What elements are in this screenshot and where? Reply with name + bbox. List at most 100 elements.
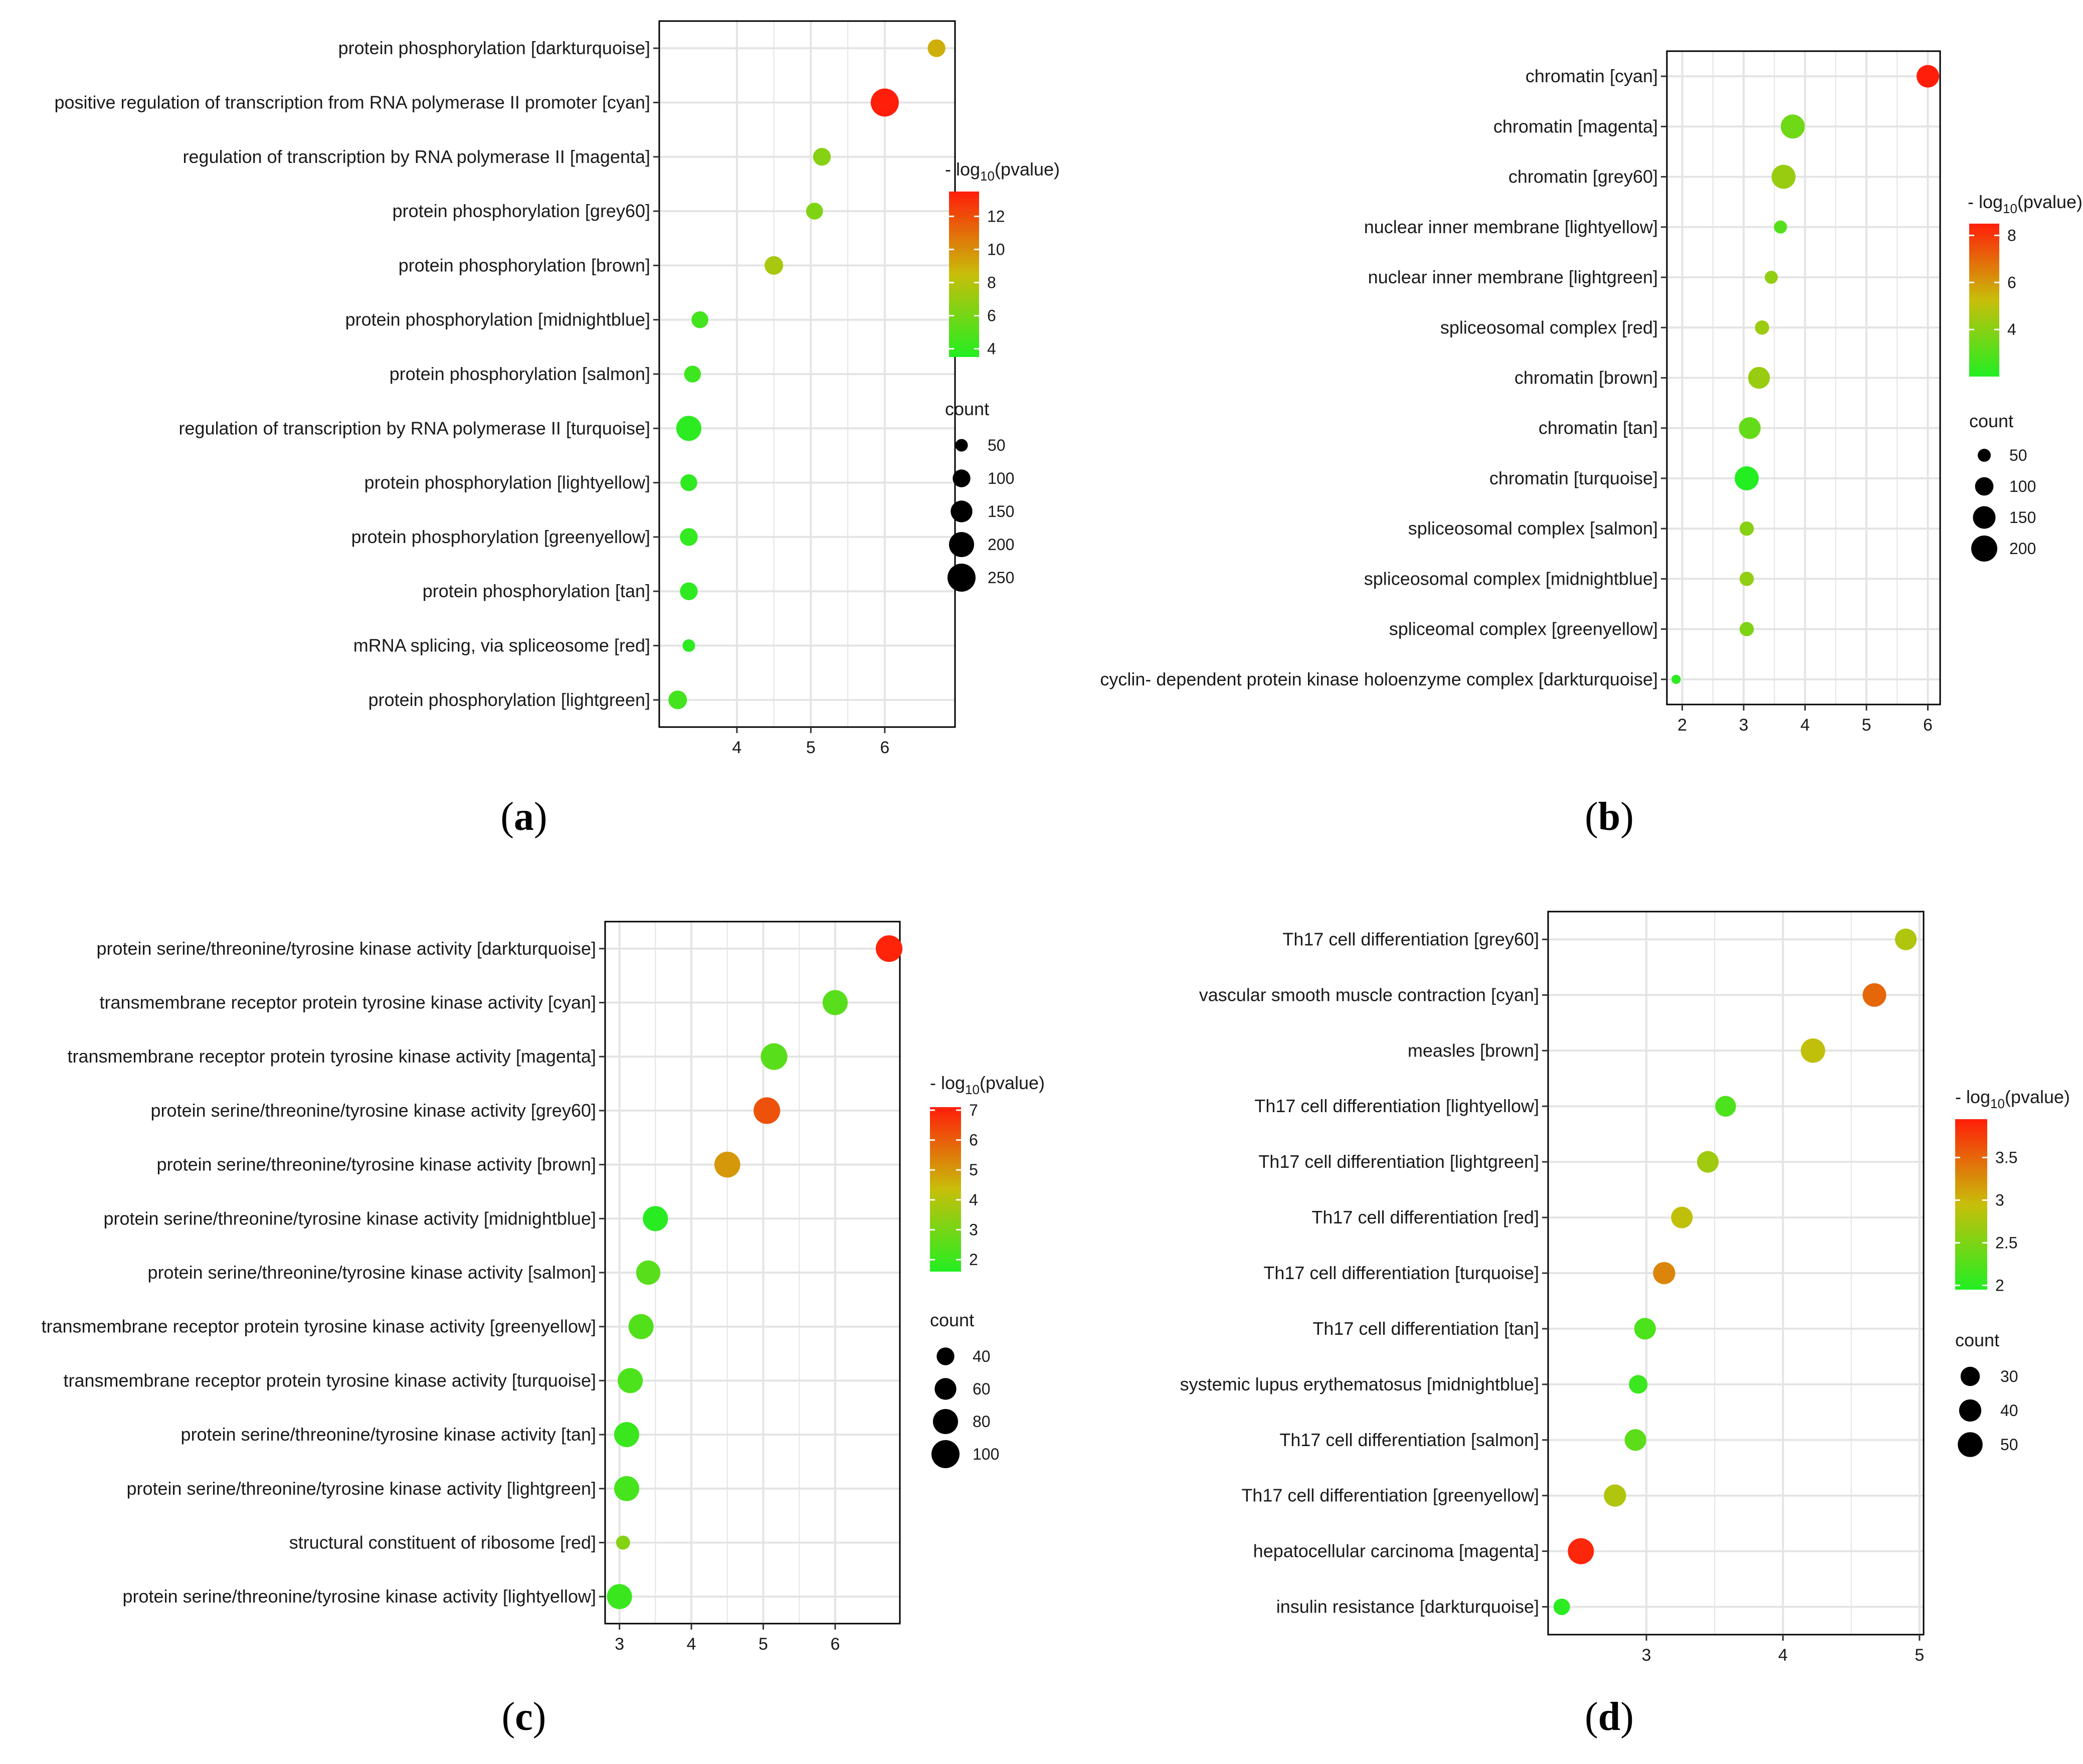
data-point (1634, 1318, 1656, 1340)
data-point (668, 690, 687, 710)
y-tick-label: nuclear inner membrane [lightgreen] (1368, 267, 1658, 287)
data-point (614, 1476, 640, 1501)
size-legend-label: 60 (973, 1380, 991, 1398)
color-bar (949, 192, 979, 357)
y-tick-label: structural constituent of ribosome [red] (289, 1532, 596, 1552)
size-legend-title: count (1969, 411, 2013, 431)
data-point (1755, 320, 1770, 335)
data-point (1895, 928, 1917, 951)
data-point (813, 148, 831, 166)
x-tick-label: 5 (1862, 716, 1871, 735)
color-legend-tick-label: 3 (969, 1221, 978, 1239)
size-legend-label: 50 (988, 436, 1006, 454)
y-tick-label: positive regulation of transcription fro… (54, 92, 650, 112)
color-legend-tick-label: 4 (2007, 320, 2016, 338)
color-legend-tick-label: 8 (987, 274, 996, 292)
data-point (1748, 367, 1770, 389)
color-bar (1955, 1119, 1987, 1290)
x-tick-label: 2 (1677, 716, 1687, 735)
x-tick-label: 4 (1778, 1646, 1788, 1665)
panel-d: Th17 cell differentiation [grey60] vascul… (1180, 911, 2070, 1739)
x-tick-label: 6 (830, 1635, 840, 1654)
x-tick-label: 6 (880, 738, 889, 757)
panel-label: (d) (1585, 1695, 1634, 1739)
y-tick-label: Th17 cell differentiation [grey60] (1282, 929, 1539, 949)
y-tick-label: mRNA splicing, via spliceosome [red] (353, 635, 650, 656)
y-tick-label: cyclin- dependent protein kinase holoenz… (1100, 669, 1658, 689)
data-point (1671, 1206, 1693, 1228)
data-point (1624, 1429, 1646, 1451)
size-legend-label: 30 (2000, 1367, 2018, 1385)
size-legend-title: count (930, 1310, 974, 1330)
data-point (682, 639, 695, 652)
x-tick-label: 6 (1923, 716, 1933, 735)
y-tick-label: chromatin [turquoise] (1489, 468, 1658, 488)
y-tick-label: Th17 cell differentiation [turquoise] (1263, 1263, 1539, 1283)
y-tick-label: spliceomal complex [greenyellow] (1389, 619, 1658, 639)
size-legend-dot (1959, 1399, 1982, 1422)
y-tick-label: transmembrane receptor protein tyrosine … (100, 992, 596, 1013)
y-tick-label: Th17 cell differentiation [tan] (1312, 1318, 1539, 1339)
color-legend-tick-label: 4 (987, 340, 996, 358)
y-tick-label: protein phosphorylation [midnightblue] (345, 309, 650, 330)
data-point (927, 39, 945, 57)
data-point (607, 1584, 632, 1610)
data-point (676, 416, 702, 441)
size-legend-label: 80 (973, 1413, 991, 1431)
y-tick-label: insulin resistance [darkturquoise] (1276, 1597, 1539, 1617)
size-legend-label: 200 (2009, 540, 2036, 558)
y-tick-label: transmembrane receptor protein tyrosine … (64, 1370, 597, 1390)
data-point (1671, 674, 1681, 684)
size-legend-title: count (1955, 1330, 1999, 1350)
size-legend-dot (1978, 449, 1991, 462)
data-point (1739, 521, 1754, 536)
panel-a: protein phosphorylation [darkturquoise] p… (54, 20, 1060, 839)
y-tick-label: protein serine/threonine/tyrosine kinase… (151, 1100, 596, 1121)
data-point (691, 311, 708, 328)
y-tick-label: chromatin [cyan] (1526, 66, 1658, 86)
data-point (1771, 164, 1796, 189)
size-legend-dot (955, 439, 968, 452)
grid (605, 922, 900, 1624)
data-point (1765, 271, 1778, 284)
data-point (1568, 1538, 1594, 1564)
y-tick-label: nuclear inner membrane [lightyellow] (1364, 217, 1658, 237)
y-tick-label: spliceosomal complex [midnightblue] (1364, 568, 1658, 589)
data-point (680, 528, 698, 546)
size-legend-label: 200 (988, 536, 1014, 554)
y-tick-label: protein phosphorylation [tan] (423, 581, 650, 601)
data-point (875, 935, 903, 962)
y-tick-label: protein phosphorylation [lightgreen] (368, 689, 650, 710)
color-legend-tick-label: 7 (969, 1101, 978, 1119)
panel-b: chromatin [cyan] chromatin [magenta] chrom… (1100, 50, 2082, 839)
y-tick-label: Th17 cell differentiation [lightyellow] (1254, 1096, 1539, 1116)
y-tick-label: protein phosphorylation [brown] (399, 255, 650, 275)
y-tick-label: systemic lupus erythematosus [midnightbl… (1180, 1374, 1539, 1394)
size-legend-dot (931, 1440, 960, 1468)
y-tick-label: protein serine/threonine/tyrosine kinase… (181, 1424, 596, 1445)
size-legend-dot (948, 564, 976, 592)
data-point (1862, 983, 1886, 1007)
color-legend-tick-label: 6 (2007, 273, 2016, 291)
data-point (1629, 1375, 1648, 1394)
data-point (765, 256, 784, 275)
y-tick-label: protein phosphorylation [darkturquoise] (338, 38, 650, 58)
y-tick-label: transmembrane receptor protein tyrosine … (41, 1316, 596, 1337)
data-point (1553, 1599, 1570, 1615)
color-legend-tick-label: 4 (969, 1191, 978, 1209)
y-tick-label: protein serine/threonine/tyrosine kinase… (157, 1154, 596, 1175)
data-point (680, 474, 697, 491)
data-point (1916, 65, 1940, 88)
data-point (753, 1097, 781, 1124)
data-point (822, 990, 848, 1015)
panel-label: (a) (500, 795, 547, 839)
y-tick-label: regulation of transcription by RNA polym… (183, 146, 650, 167)
size-legend-label: 40 (973, 1347, 991, 1365)
y-tick-label: protein serine/threonine/tyrosine kinase… (148, 1262, 596, 1283)
data-point (636, 1260, 661, 1285)
y-tick-label: spliceosomal complex [salmon] (1408, 518, 1658, 539)
size-legend-label: 100 (2009, 477, 2036, 495)
size-legend-label: 40 (2000, 1401, 2018, 1420)
color-bar (930, 1107, 961, 1272)
data-point (1735, 466, 1759, 490)
